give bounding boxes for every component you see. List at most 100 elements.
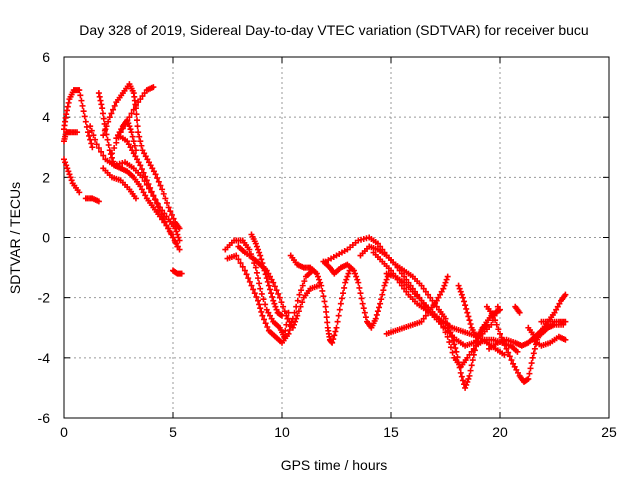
data-point xyxy=(280,303,287,310)
data-point xyxy=(137,138,144,145)
data-point xyxy=(257,305,264,312)
series-arc6 xyxy=(100,165,139,202)
data-point xyxy=(357,290,364,297)
data-points xyxy=(61,81,569,391)
data-point xyxy=(514,348,521,355)
chart-title: Day 328 of 2019, Sidereal Day-to-day VTE… xyxy=(79,22,588,38)
data-point xyxy=(440,324,447,331)
data-point xyxy=(257,285,264,292)
data-point xyxy=(335,312,342,319)
data-point xyxy=(261,316,268,323)
data-point xyxy=(137,162,144,169)
data-point xyxy=(343,276,350,283)
data-point xyxy=(138,166,145,173)
data-point xyxy=(497,306,503,313)
data-point xyxy=(293,315,300,322)
data-point xyxy=(289,324,296,331)
data-point xyxy=(267,312,274,319)
data-point xyxy=(258,256,265,263)
data-point xyxy=(143,177,150,184)
data-point xyxy=(438,288,445,295)
data-point xyxy=(457,288,464,295)
data-point xyxy=(374,308,381,315)
x-tick-label: 20 xyxy=(492,424,508,440)
data-point xyxy=(493,321,500,328)
data-point xyxy=(444,273,451,280)
data-point xyxy=(251,290,258,297)
data-point xyxy=(134,117,141,124)
data-point xyxy=(465,375,472,382)
x-tick-label: 5 xyxy=(169,424,177,440)
data-point xyxy=(451,341,458,348)
data-point xyxy=(362,314,369,321)
data-point xyxy=(124,138,131,145)
data-point xyxy=(258,308,265,315)
data-point xyxy=(259,312,266,319)
data-point xyxy=(132,102,139,109)
data-point xyxy=(132,153,139,160)
data-point xyxy=(161,218,168,225)
data-point xyxy=(268,276,275,283)
data-point xyxy=(156,207,163,214)
data-point xyxy=(319,287,326,294)
data-point xyxy=(252,240,259,247)
data-point xyxy=(141,150,148,157)
data-point xyxy=(65,168,72,175)
data-point xyxy=(78,97,85,104)
data-point xyxy=(95,198,102,205)
data-point xyxy=(299,299,306,306)
data-point xyxy=(135,99,142,106)
data-point xyxy=(356,284,363,291)
data-point xyxy=(252,264,259,271)
data-point xyxy=(89,144,96,151)
data-point xyxy=(281,308,288,315)
y-tick-label: 0 xyxy=(42,230,50,246)
data-point xyxy=(442,279,449,286)
data-point xyxy=(332,328,339,335)
data-point xyxy=(530,350,537,357)
data-point xyxy=(76,189,83,196)
data-point xyxy=(100,115,107,122)
series-arc4 xyxy=(82,195,102,205)
data-point xyxy=(104,136,111,143)
data-point xyxy=(144,156,151,163)
data-point xyxy=(420,285,427,292)
data-point xyxy=(99,105,106,112)
data-point xyxy=(380,287,387,294)
data-point xyxy=(358,295,365,302)
data-point xyxy=(525,375,532,382)
data-point xyxy=(437,291,444,298)
data-point xyxy=(106,114,113,121)
data-point xyxy=(383,276,390,283)
data-point xyxy=(440,285,447,292)
data-point xyxy=(333,324,340,331)
data-point xyxy=(457,369,464,376)
data-point xyxy=(464,309,471,316)
series-arc24 xyxy=(455,282,503,340)
data-point xyxy=(336,306,343,313)
data-point xyxy=(100,152,107,159)
data-point xyxy=(433,297,440,304)
data-point xyxy=(140,169,147,176)
data-point xyxy=(88,127,95,134)
data-point xyxy=(506,353,513,360)
data-point xyxy=(126,123,133,130)
x-tick-label: 15 xyxy=(383,424,399,440)
data-point xyxy=(474,338,481,345)
data-point xyxy=(463,305,470,312)
data-point xyxy=(265,270,272,277)
data-point xyxy=(422,288,429,295)
data-point xyxy=(355,279,362,286)
data-point xyxy=(262,301,269,308)
data-point xyxy=(142,153,149,160)
data-point xyxy=(77,92,84,99)
x-axis-ticks: 0 5 10 15 20 25 xyxy=(60,57,617,440)
data-point xyxy=(168,211,175,218)
data-point xyxy=(64,165,71,172)
data-point xyxy=(108,110,115,117)
data-point xyxy=(147,162,154,169)
data-point xyxy=(350,267,357,274)
data-point xyxy=(260,296,267,303)
data-point xyxy=(270,297,277,304)
